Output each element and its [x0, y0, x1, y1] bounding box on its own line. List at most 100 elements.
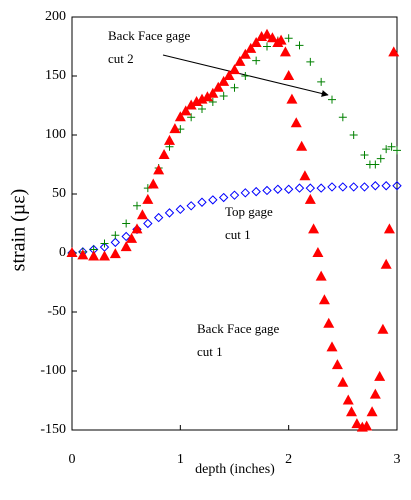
point — [229, 64, 240, 75]
point — [121, 231, 131, 242]
point — [318, 294, 330, 305]
point — [208, 97, 217, 106]
point — [197, 197, 207, 207]
point — [218, 192, 229, 203]
point — [360, 151, 369, 160]
point — [342, 394, 354, 405]
point — [66, 247, 78, 257]
point — [153, 212, 164, 223]
point — [250, 36, 262, 47]
annotation: Top gage — [225, 204, 273, 219]
point — [296, 140, 308, 151]
point — [382, 145, 391, 154]
point — [306, 57, 315, 66]
point — [77, 249, 89, 260]
point — [185, 99, 197, 110]
point — [110, 237, 121, 248]
y-tick-label: -50 — [47, 304, 66, 319]
point — [207, 87, 219, 98]
y-tick-label: 150 — [45, 68, 66, 83]
point — [326, 341, 338, 352]
point — [230, 83, 239, 92]
point — [376, 154, 385, 163]
point — [240, 188, 251, 198]
point — [308, 223, 320, 234]
point — [241, 72, 250, 80]
point — [327, 182, 337, 192]
point — [338, 182, 348, 192]
point — [219, 92, 228, 101]
point — [361, 420, 373, 431]
point — [169, 123, 181, 134]
point — [323, 317, 335, 328]
point — [290, 117, 302, 128]
annotation: Back Face gage — [197, 321, 280, 336]
point — [142, 193, 154, 204]
point — [286, 93, 298, 104]
point — [387, 142, 396, 151]
point — [111, 231, 120, 240]
point — [305, 183, 316, 193]
point — [147, 178, 159, 189]
point — [316, 183, 326, 193]
point — [371, 160, 380, 169]
point — [234, 55, 246, 66]
point — [100, 239, 109, 248]
annotation: Back Face gage — [108, 28, 191, 43]
point — [359, 182, 370, 192]
y-tick-label: 200 — [45, 9, 66, 24]
point — [380, 258, 392, 269]
annotation: cut 1 — [197, 344, 223, 359]
point — [218, 75, 230, 86]
point — [283, 184, 294, 194]
point — [122, 219, 131, 228]
point — [374, 370, 386, 381]
point — [186, 201, 196, 211]
point — [369, 388, 381, 399]
point — [239, 48, 251, 59]
point — [283, 70, 295, 80]
point — [370, 181, 381, 191]
point — [337, 376, 349, 387]
y-tick-label: -150 — [40, 422, 66, 437]
point — [304, 193, 316, 204]
point — [187, 113, 196, 122]
point — [131, 223, 143, 234]
point — [366, 406, 378, 417]
point — [338, 113, 347, 122]
y-tick-label: 0 — [59, 245, 66, 260]
point — [251, 186, 261, 197]
point — [331, 359, 343, 370]
point — [99, 250, 110, 261]
point — [295, 41, 304, 50]
point — [88, 250, 100, 261]
point — [279, 46, 291, 57]
point — [377, 323, 389, 334]
point — [252, 56, 261, 65]
plot-frame — [71, 16, 398, 431]
point — [294, 183, 305, 193]
point — [275, 34, 287, 45]
point — [299, 170, 311, 181]
x-tick-label: 3 — [394, 452, 401, 467]
point — [328, 95, 336, 104]
point — [198, 105, 206, 114]
y-axis-label: strain (µε) — [8, 189, 30, 272]
x-tick-label: 1 — [177, 452, 184, 467]
point — [284, 34, 293, 43]
point — [262, 185, 272, 196]
point — [381, 181, 391, 191]
point — [201, 91, 213, 102]
point — [212, 81, 224, 92]
point — [263, 42, 271, 51]
point — [174, 111, 186, 122]
point — [346, 406, 357, 417]
y-tick-label: 50 — [52, 186, 66, 201]
point — [153, 164, 165, 175]
point — [245, 42, 257, 53]
point — [208, 195, 218, 205]
point — [164, 134, 175, 145]
point — [158, 149, 170, 160]
point — [126, 232, 138, 243]
